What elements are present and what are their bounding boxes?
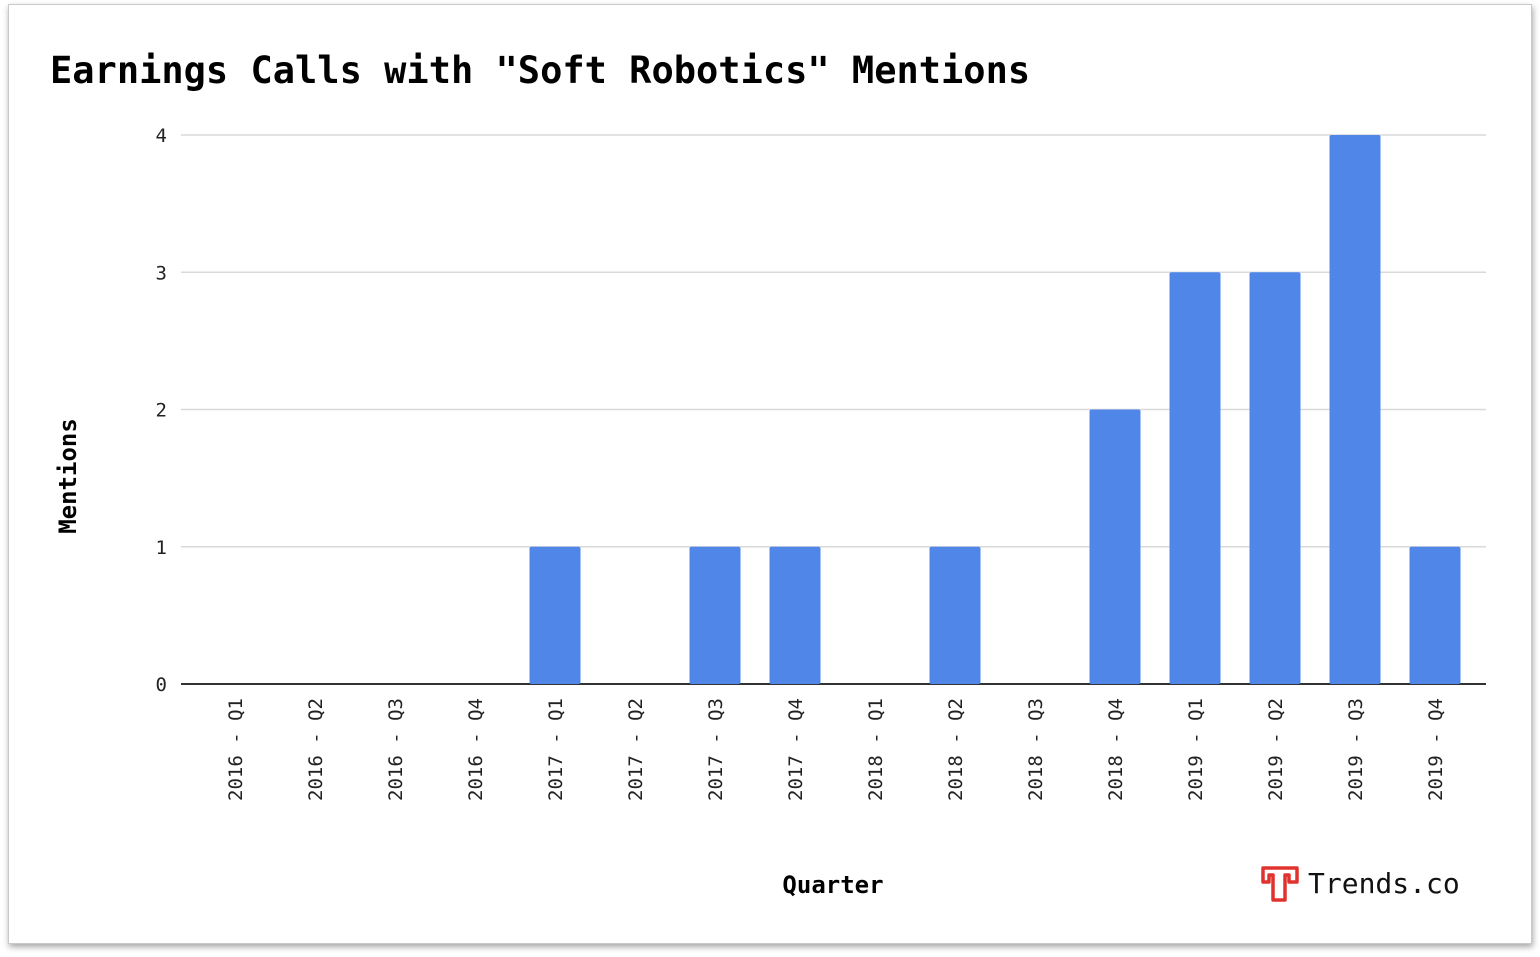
x-tick-label: 2016 - Q4 bbox=[465, 698, 487, 801]
x-tick-label: 2016 - Q1 bbox=[225, 698, 247, 801]
x-tick-label: 2016 - Q3 bbox=[385, 698, 407, 801]
y-axis-title: Mentions bbox=[54, 418, 82, 534]
y-tick-label: 4 bbox=[156, 125, 167, 147]
x-tick-label: 2019 - Q3 bbox=[1345, 698, 1367, 801]
x-tick-label: 2017 - Q1 bbox=[545, 698, 567, 801]
x-tick-label: 2018 - Q4 bbox=[1105, 698, 1127, 801]
y-tick-label: 0 bbox=[156, 674, 167, 696]
y-tick-label: 2 bbox=[156, 400, 167, 422]
bar bbox=[1169, 272, 1221, 684]
x-tick-label: 2019 - Q2 bbox=[1265, 698, 1287, 801]
bar bbox=[1249, 272, 1301, 684]
x-tick-label: 2016 - Q2 bbox=[305, 698, 327, 801]
bar bbox=[689, 546, 741, 684]
x-tick-label: 2019 - Q1 bbox=[1185, 698, 1207, 801]
y-tick-label: 3 bbox=[156, 262, 167, 284]
y-axis-ticks: 0 1 2 3 4 bbox=[156, 125, 167, 696]
bar bbox=[1329, 135, 1381, 684]
bar bbox=[529, 546, 581, 684]
x-axis-ticks: 2016 - Q1 2016 - Q2 2016 - Q3 2016 - Q4 2017… bbox=[225, 698, 1447, 801]
bar bbox=[1089, 409, 1141, 684]
chart-title: Earnings Calls with "Soft Robotics" Ment… bbox=[50, 49, 1030, 92]
x-tick-label: 2018 - Q3 bbox=[1025, 698, 1047, 801]
x-tick-label: 2017 - Q3 bbox=[705, 698, 727, 801]
bar bbox=[929, 546, 981, 684]
bars bbox=[529, 135, 1461, 684]
x-tick-label: 2018 - Q1 bbox=[865, 698, 887, 801]
x-tick-label: 2017 - Q4 bbox=[785, 698, 807, 801]
bar bbox=[769, 546, 821, 684]
x-tick-label: 2019 - Q4 bbox=[1425, 698, 1447, 801]
bar bbox=[1409, 546, 1461, 684]
trends-logo-icon bbox=[1261, 866, 1299, 902]
x-tick-label: 2018 - Q2 bbox=[945, 698, 967, 801]
y-tick-label: 1 bbox=[156, 537, 167, 559]
x-axis-title: Quarter bbox=[782, 871, 883, 899]
x-tick-label: 2017 - Q2 bbox=[625, 698, 647, 801]
brand-name: Trends.co bbox=[1308, 867, 1460, 900]
